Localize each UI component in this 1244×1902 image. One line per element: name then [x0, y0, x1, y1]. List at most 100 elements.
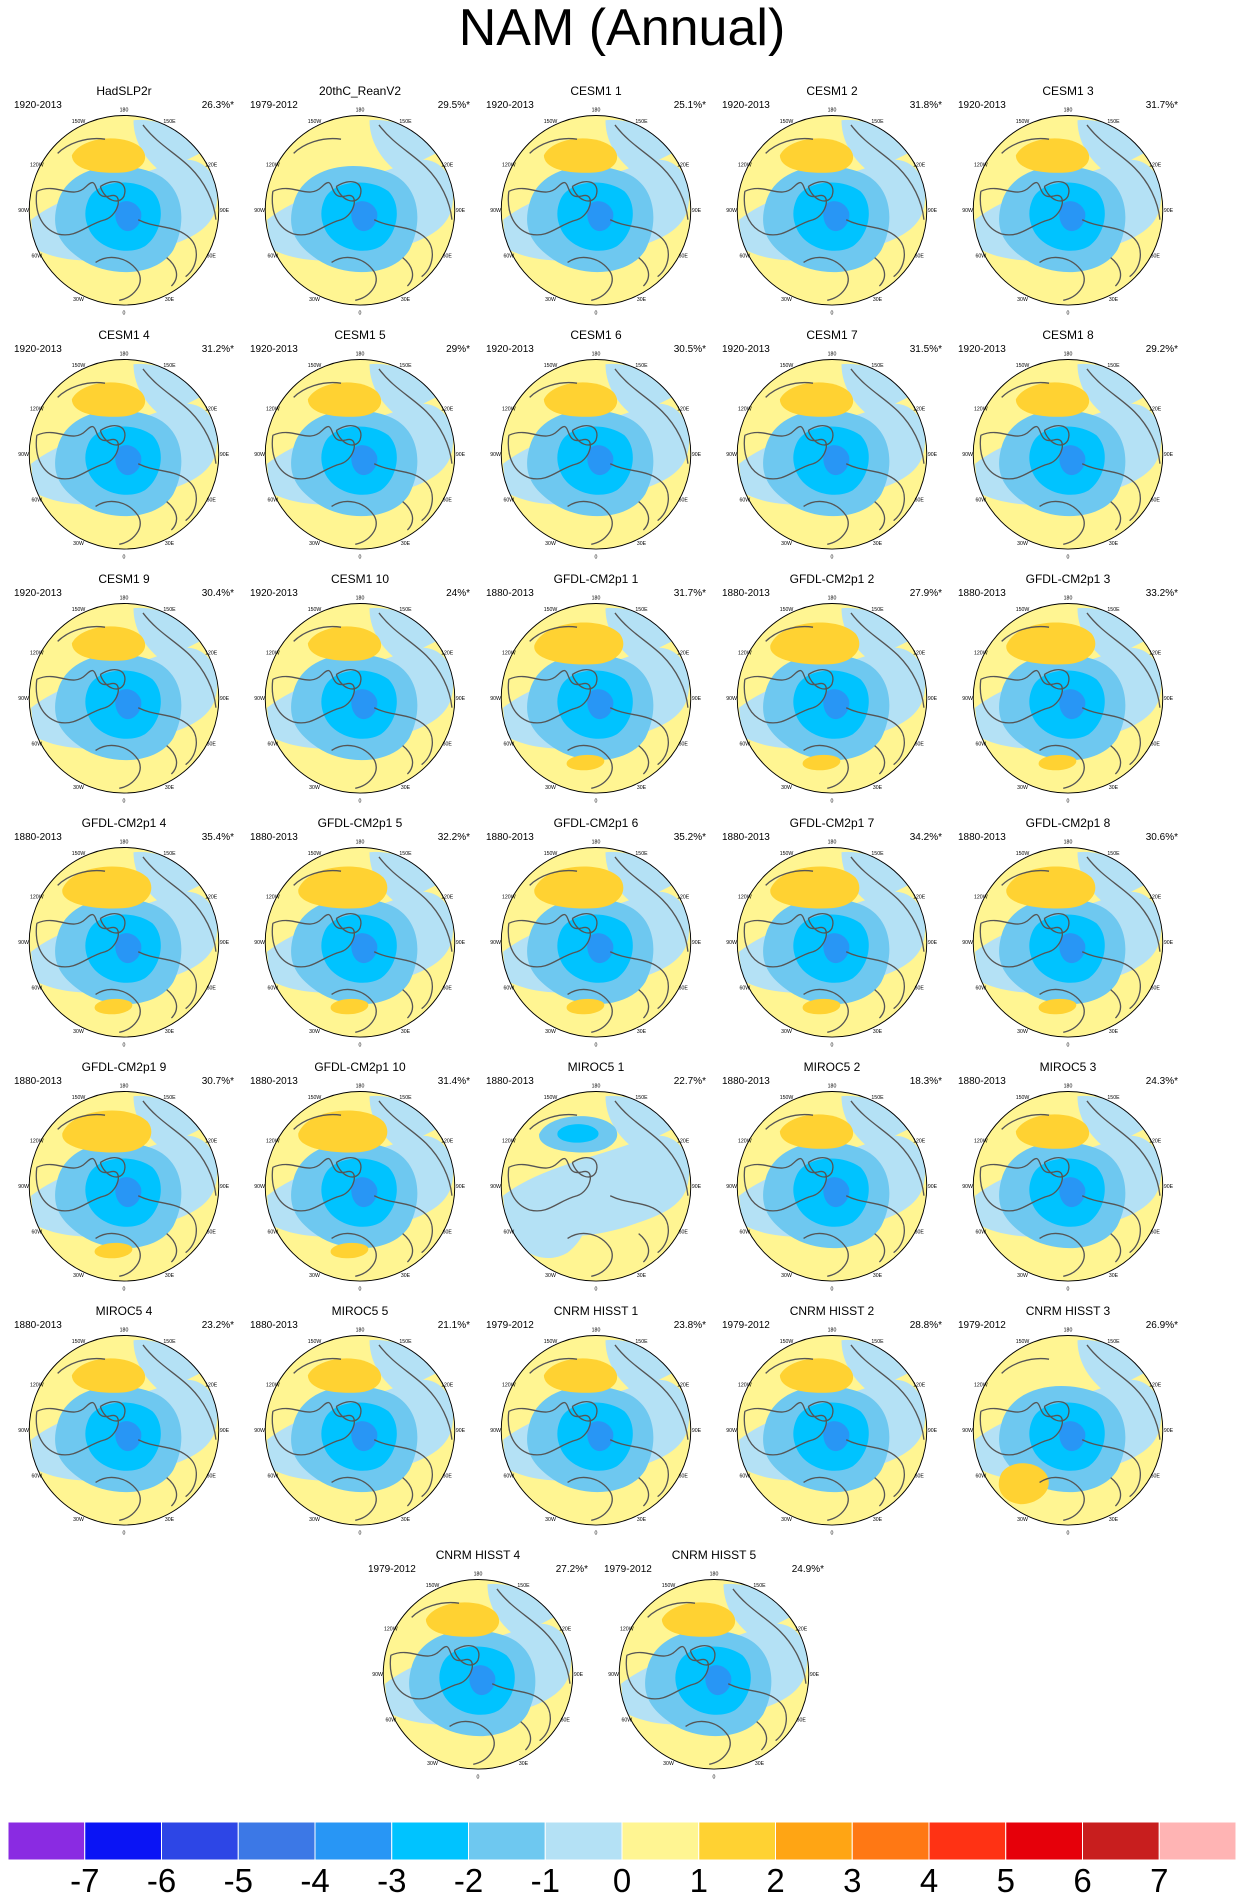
coastline	[1086, 368, 1161, 464]
coastline	[685, 1720, 731, 1765]
map-frame	[500, 847, 692, 1038]
longitude-label: 90W	[254, 208, 265, 214]
coastline	[845, 219, 905, 278]
coastline	[35, 1157, 119, 1212]
field-contour	[587, 445, 614, 476]
longitude-label: 60E	[1151, 254, 1161, 260]
longitude-label: 120W	[266, 1139, 280, 1145]
longitude-label: 120E	[913, 1139, 926, 1145]
longitude-label: 90E	[220, 208, 230, 214]
field-contour	[298, 866, 388, 909]
colorbar-tick-label: -3	[377, 1862, 407, 1899]
longitude-label: 90W	[608, 1672, 619, 1678]
coastline	[99, 1400, 126, 1422]
longitude-label: 90E	[1164, 1184, 1174, 1190]
panel-title: GFDL-CM2p1 7	[789, 816, 875, 830]
longitude-label: 150W	[1016, 851, 1030, 857]
coastline	[609, 219, 669, 278]
colorbar-swatch	[8, 1822, 86, 1860]
coastline	[373, 463, 433, 522]
map-panel: CESM1 2 1920-2013 31.8%* 180 150W 150E 120W 120…	[714, 84, 950, 324]
coastline	[166, 501, 178, 531]
coastline	[571, 1156, 598, 1178]
longitude-label: 90E	[692, 452, 702, 458]
polar-map: 180 150W 150E 120W 120E 90W 90E 60W 60E 30W 30E 0	[18, 596, 229, 805]
longitude-label: 150E	[635, 851, 648, 857]
longitude-label: 120E	[677, 163, 690, 169]
longitude-label: 30W	[781, 1029, 792, 1035]
coastline	[453, 1644, 480, 1666]
field-contour	[770, 866, 860, 909]
field-contour	[351, 933, 378, 964]
panel-variance: 28.8%*	[909, 1320, 942, 1331]
coastline	[638, 1477, 650, 1507]
longitude-label: 90W	[726, 208, 737, 214]
longitude-label: 60W	[739, 498, 750, 504]
longitude-label: 0	[1067, 311, 1070, 317]
longitude-label: 150E	[1107, 851, 1120, 857]
polar-map: 180 150W 150E 120W 120E 90W 90E 60W 60E 30W 30E 0	[18, 352, 229, 561]
colorbar-tick-label: 3	[843, 1862, 862, 1899]
longitude-label: 0	[123, 555, 126, 561]
field-contour	[94, 998, 133, 1015]
coastline	[57, 869, 106, 886]
longitude-label: 90W	[962, 208, 973, 214]
map-panel: HadSLP2r 1920-2013 26.3%* 180 150W 150E 120W 12…	[6, 84, 242, 324]
longitude-label: 90E	[574, 1672, 584, 1678]
longitude-label: 150W	[544, 363, 558, 369]
longitude-label: 180	[592, 108, 601, 114]
panel-variance: 29.2%*	[1145, 344, 1178, 355]
longitude-label: 60E	[443, 1474, 453, 1480]
coastline	[142, 368, 217, 464]
map-frame	[500, 603, 692, 794]
longitude-label: 150W	[780, 363, 794, 369]
field-contour	[543, 138, 618, 173]
longitude-label: 0	[123, 311, 126, 317]
longitude-label: 120E	[677, 407, 690, 413]
longitude-label: 150W	[1016, 1095, 1030, 1101]
field-contour	[71, 138, 146, 173]
longitude-label: 60W	[975, 254, 986, 260]
coastline	[1001, 137, 1050, 154]
longitude-label: 180	[120, 1328, 129, 1334]
longitude-label: 60W	[621, 1718, 632, 1724]
coastline	[507, 913, 591, 968]
coastline	[614, 368, 689, 464]
panel-variance: 24%*	[446, 588, 470, 599]
coastline	[496, 1588, 571, 1684]
longitude-label: 30E	[519, 1761, 529, 1767]
field-contour	[1059, 445, 1086, 476]
map-frame	[28, 603, 220, 794]
panel-period: 1979-2012	[368, 1564, 416, 1575]
longitude-label: 30W	[73, 297, 84, 303]
panel-variance: 22.7%*	[673, 1076, 706, 1087]
longitude-label: 30E	[637, 297, 647, 303]
coastline	[335, 180, 362, 202]
coastline	[874, 257, 886, 287]
longitude-label: 90E	[928, 452, 938, 458]
panel-variance: 30.6%*	[1145, 832, 1178, 843]
longitude-label: 150W	[544, 119, 558, 125]
longitude-label: 30W	[73, 1273, 84, 1279]
map-panel: GFDL-CM2p1 7 1880-2013 34.2%* 180 150W 150E 12…	[714, 816, 950, 1056]
panel-title: GFDL-CM2p1 2	[789, 572, 875, 586]
map-frame	[736, 847, 928, 1038]
longitude-label: 120W	[266, 1383, 280, 1389]
longitude-label: 90E	[1164, 452, 1174, 458]
longitude-label: 90W	[18, 1428, 29, 1434]
longitude-label: 180	[1064, 596, 1073, 602]
map-frame	[500, 115, 692, 306]
coastline	[689, 1644, 716, 1666]
longitude-label: 120W	[974, 407, 988, 413]
panel-title: CESM1 7	[806, 328, 858, 342]
panel-period: 1979-2012	[722, 1320, 770, 1331]
longitude-label: 60E	[1151, 986, 1161, 992]
panel-variance: 23.8%*	[673, 1320, 706, 1331]
longitude-label: 120E	[677, 895, 690, 901]
longitude-label: 180	[1064, 1084, 1073, 1090]
longitude-label: 60W	[739, 986, 750, 992]
longitude-label: 150W	[780, 851, 794, 857]
longitude-label: 30E	[873, 1517, 883, 1523]
coastline	[850, 124, 925, 220]
coastline	[402, 1477, 414, 1507]
